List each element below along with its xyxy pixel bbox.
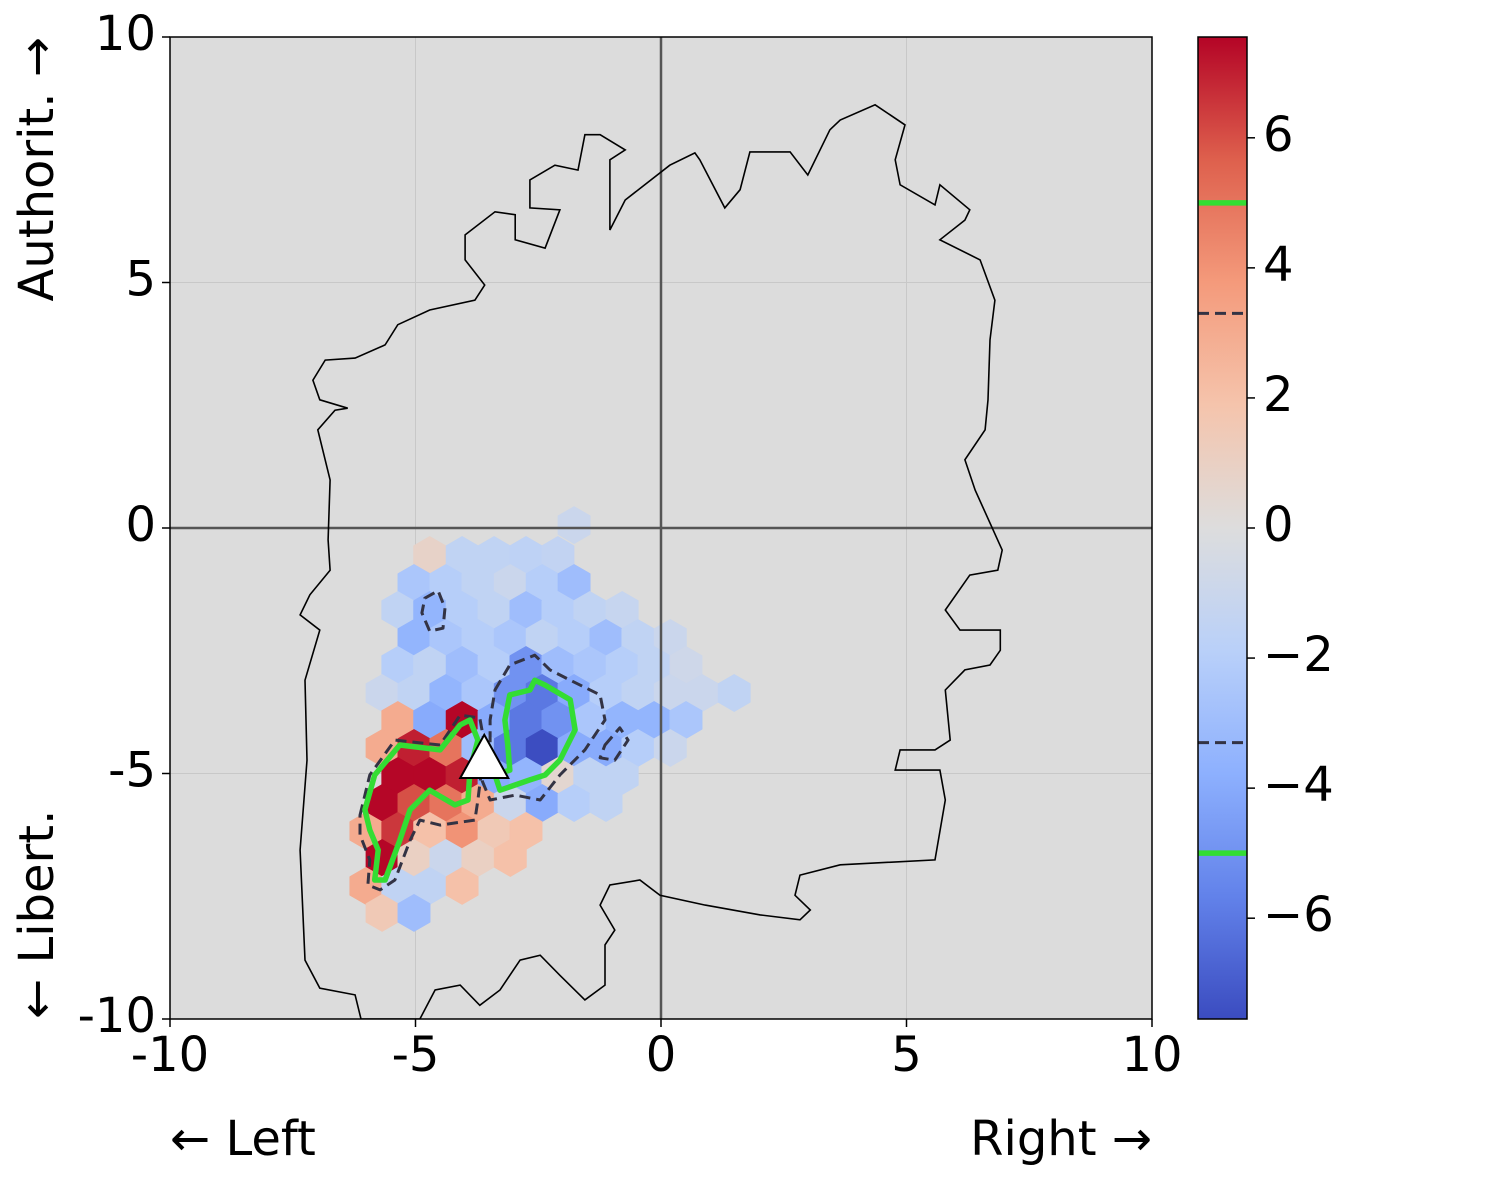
x-tick-label: -10 — [131, 1027, 209, 1083]
colorbar-tick-label: 6 — [1263, 107, 1294, 163]
y-tick-label: -5 — [108, 743, 156, 799]
x-tick-label: -5 — [392, 1027, 440, 1083]
plot-area — [170, 37, 1152, 1019]
y-label-bottom: ← Libert. — [9, 810, 65, 1019]
marker — [458, 732, 510, 779]
x-label-right: Right → — [970, 1111, 1152, 1167]
x-tick-label: 10 — [1121, 1027, 1182, 1083]
x-tick-label: 5 — [891, 1027, 922, 1083]
colorbar — [1198, 37, 1247, 1019]
y-tick-label: -10 — [78, 988, 156, 1044]
colorbar-tick-label: 4 — [1263, 237, 1294, 293]
y-tick-label: 0 — [125, 497, 156, 553]
colorbar-overlay — [1198, 200, 1247, 856]
hexbin — [445, 866, 479, 905]
colorbar-tick-label: 0 — [1263, 497, 1294, 553]
hexbin — [717, 674, 751, 712]
hexbin — [589, 784, 623, 822]
colorbar-tick-label: −4 — [1263, 757, 1334, 813]
x-label-left: ← Left — [170, 1111, 316, 1167]
hexbin — [557, 506, 591, 545]
contour — [362, 717, 481, 883]
hexbin — [493, 839, 527, 877]
colorbar-tick-label: −6 — [1263, 887, 1334, 943]
colorbar-tick-label: 2 — [1263, 367, 1294, 423]
y-tick-label: 10 — [95, 6, 156, 62]
boundary — [299, 103, 1004, 1019]
x-tick-label: 0 — [646, 1027, 677, 1083]
hexbin — [397, 893, 431, 932]
y-tick-label: 5 — [125, 252, 156, 308]
colorbar-tick-label: −2 — [1263, 627, 1334, 683]
y-label-top: Authorit. → — [9, 37, 65, 302]
contour — [358, 713, 487, 892]
